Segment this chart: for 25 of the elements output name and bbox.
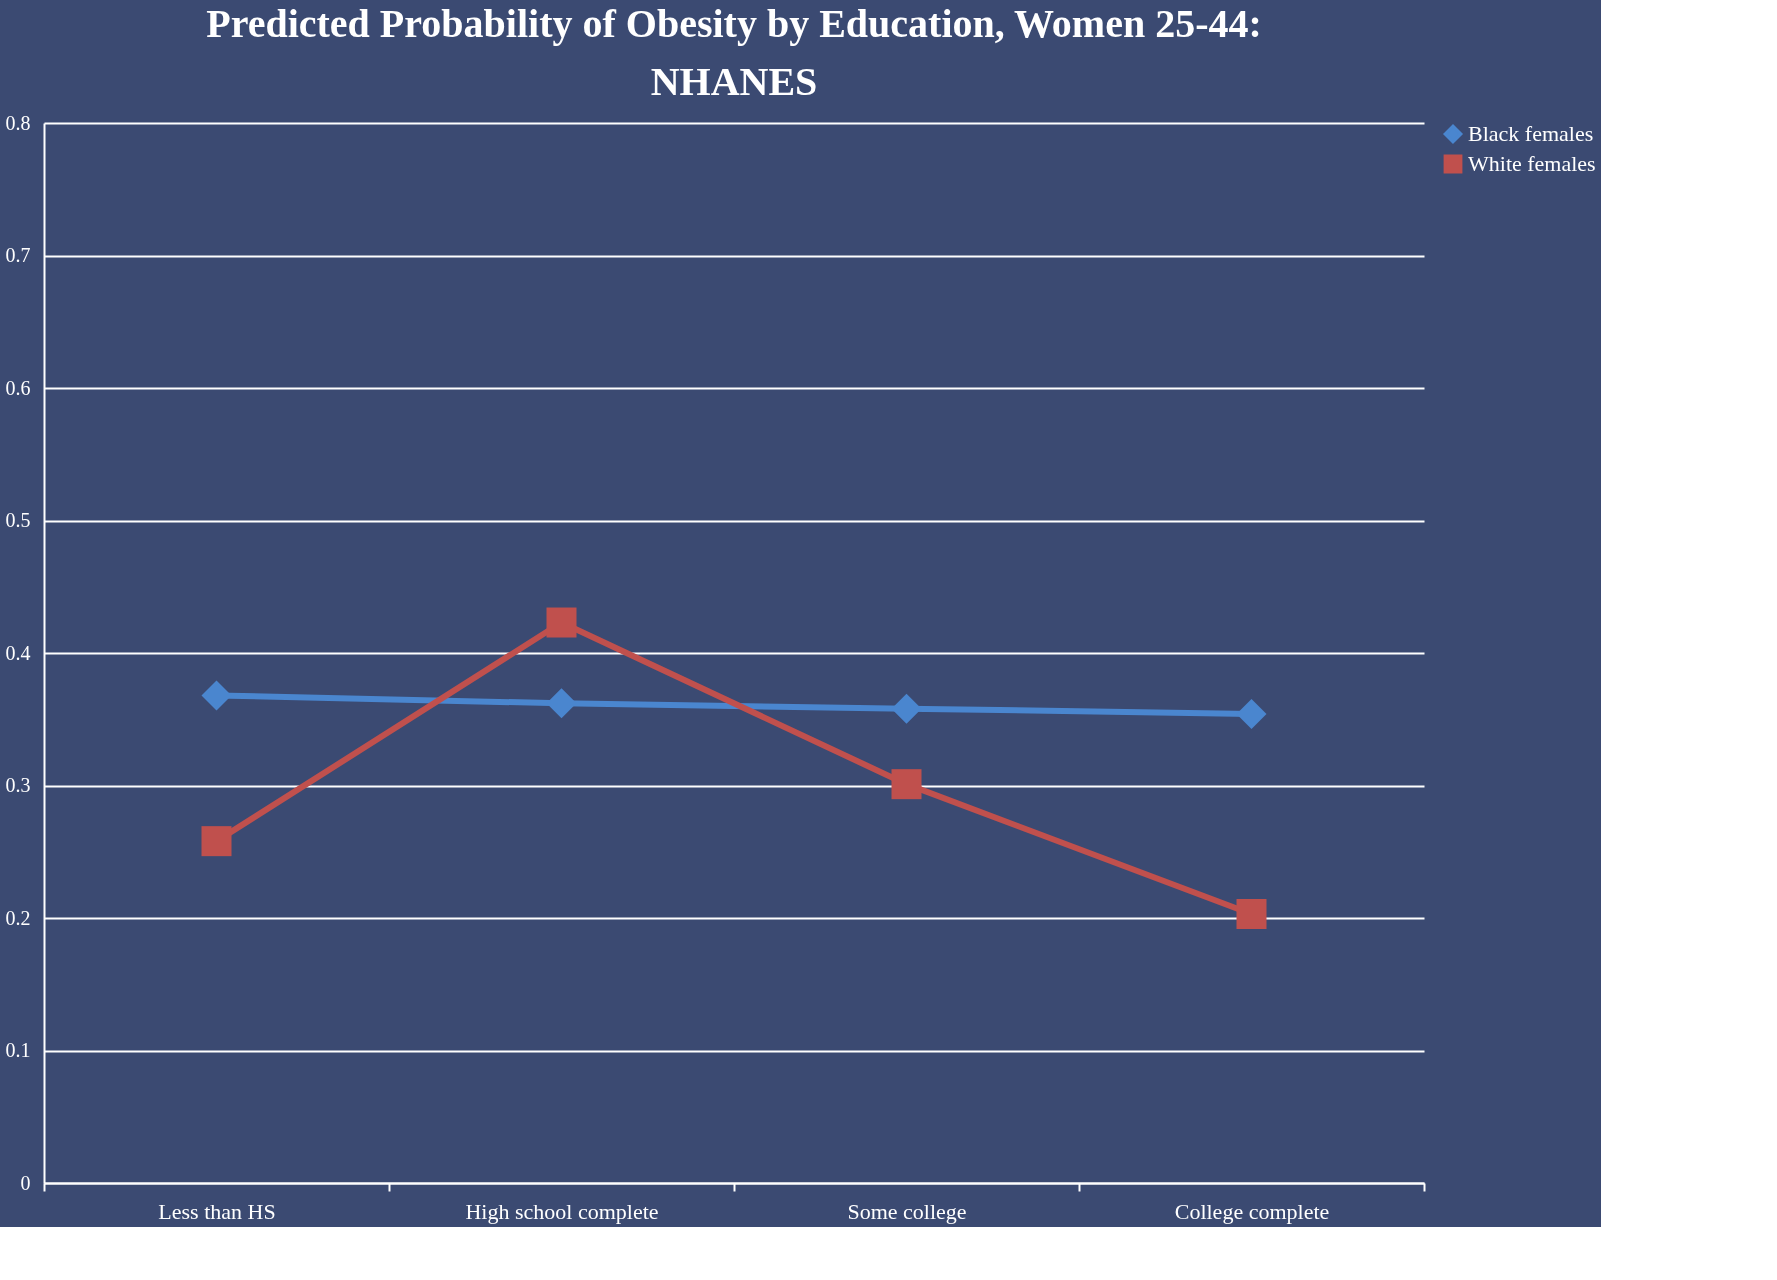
y-tick-label: 0.5 xyxy=(5,509,31,531)
y-tick-label: 0.8 xyxy=(5,111,31,134)
text: NHANES xyxy=(650,59,818,104)
point xyxy=(891,693,922,724)
point xyxy=(1236,698,1267,729)
text: Predicted Probability of Obesity by Education, Women 25-44: xyxy=(206,1,1262,46)
point xyxy=(891,769,922,800)
y-tick-label: 0.6 xyxy=(5,376,31,399)
point xyxy=(546,607,577,638)
y-tick-label: 0.1 xyxy=(5,1039,31,1061)
legend-label: White females xyxy=(1468,151,1596,176)
point xyxy=(201,680,232,711)
y-tick-label: 0.7 xyxy=(5,244,31,266)
point xyxy=(546,688,577,719)
point xyxy=(201,826,232,857)
x-tick-label: High school complete xyxy=(465,1198,659,1224)
y-tick-label: 0 xyxy=(20,1171,31,1194)
y-tick-label: 0.2 xyxy=(5,906,31,929)
y-tick-label: 0.4 xyxy=(5,641,31,664)
x-tick-label: College complete xyxy=(1174,1198,1330,1224)
x-tick-label: Less than HS xyxy=(158,1198,276,1224)
x-tick-label: Some college xyxy=(847,1198,967,1224)
y-tick-label: 0.3 xyxy=(5,774,31,796)
point xyxy=(1236,899,1267,930)
legend-label: Black females xyxy=(1468,121,1594,146)
